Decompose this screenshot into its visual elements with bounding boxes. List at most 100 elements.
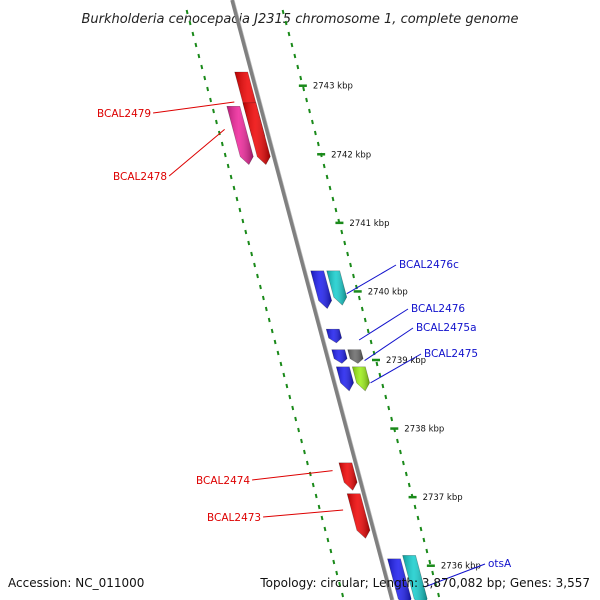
track-dot (308, 471, 312, 477)
gene-label-bcal2475a[interactable]: BCAL2475a (416, 322, 477, 334)
track-dot (293, 53, 297, 59)
track-dot (229, 174, 233, 180)
tick-label: 2738 kbp (404, 425, 444, 435)
gene-bcal2478b[interactable] (242, 102, 271, 166)
gene-label-bcal2475[interactable]: BCAL2475 (424, 348, 478, 360)
label-leader-line (153, 101, 235, 114)
track-dot (226, 163, 230, 169)
gene-arrow-shading (326, 270, 347, 306)
track-dot (425, 548, 429, 554)
track-dot (281, 9, 285, 15)
gene-bcal2475a[interactable] (331, 349, 348, 364)
track-dot (188, 20, 192, 26)
label-leader-line (424, 563, 486, 588)
track-dot (232, 185, 236, 191)
tick-label: 2741 kbp (349, 219, 389, 229)
track-dot (299, 75, 303, 81)
track-dot (363, 317, 367, 323)
track-dot (399, 449, 402, 455)
track-dot (215, 119, 218, 125)
track-dot (253, 262, 257, 268)
track-dot (305, 97, 309, 103)
track-dot (378, 372, 382, 378)
gene-arrow-shading (402, 555, 428, 600)
track-dot (341, 592, 345, 598)
label-leader-line (263, 509, 344, 518)
gene-bcal2475[interactable] (335, 366, 354, 392)
gene-bcal2476[interactable] (325, 328, 342, 344)
track-dot (349, 262, 353, 268)
track-dot (325, 174, 329, 180)
track-dot (291, 405, 295, 411)
track-dot (200, 64, 204, 70)
gene-label-bcal2476[interactable]: BCAL2476 (411, 303, 465, 315)
track-dot (209, 97, 213, 103)
gene-bcal2478[interactable] (226, 105, 254, 166)
track-dot (340, 229, 344, 235)
backbone-layer (230, 0, 395, 600)
track-dot (285, 383, 289, 389)
track-dot (284, 20, 288, 26)
track-dot (360, 306, 364, 312)
track-dot (256, 273, 259, 279)
gene-label-bcal2473[interactable]: BCAL2473 (207, 512, 261, 524)
track-dot (331, 196, 335, 202)
track-dot (220, 141, 224, 147)
track-dot (270, 328, 274, 334)
track-dot (206, 86, 210, 92)
gene-bcal2475-b[interactable] (351, 366, 370, 392)
track-dot (314, 493, 318, 499)
track-dot (335, 570, 339, 576)
label-leader-line (370, 353, 422, 384)
track-dot (267, 317, 271, 323)
track-dot (366, 328, 370, 334)
gene-bcal2474[interactable] (338, 462, 358, 491)
gene-bcal2476c-b[interactable] (326, 270, 348, 306)
gene-bcal2473[interactable] (346, 493, 371, 539)
track-dot (407, 482, 411, 488)
gene-arrow-shading (226, 106, 254, 165)
track-dot (322, 163, 326, 169)
track-dot (323, 526, 327, 532)
gene-label-bcal2474[interactable]: BCAL2474 (196, 475, 250, 487)
gene-arrow-shading (387, 558, 412, 600)
track-dot (338, 581, 342, 587)
gene-arrow-shading (326, 329, 342, 343)
gene-arrow-shading (310, 270, 332, 309)
track-dot (334, 207, 338, 213)
track-dot (197, 53, 201, 59)
track-dot (329, 548, 333, 554)
track-dot (343, 240, 347, 246)
gene-arrow-shading (242, 102, 271, 165)
track-dot (203, 75, 207, 81)
track-dot (387, 405, 391, 411)
track-dot (247, 240, 251, 246)
track-dot (308, 108, 311, 114)
gene-otsa[interactable] (387, 558, 412, 600)
gene-label-bcal2479[interactable]: BCAL2479 (97, 108, 151, 120)
track-dot (437, 592, 441, 598)
track-dot (428, 559, 432, 565)
track-dot (311, 482, 315, 488)
track-dot (300, 438, 303, 444)
track-dot (311, 119, 314, 125)
label-leader-line (358, 308, 409, 341)
track-dot (431, 570, 435, 576)
gene-label-bcal2476c[interactable]: BCAL2476c (399, 259, 459, 271)
track-dot (416, 515, 420, 521)
track-dot (290, 42, 294, 48)
gene-bcal2475a-b[interactable] (347, 349, 364, 364)
gene-label-bcal2478[interactable]: BCAL2478 (113, 171, 167, 183)
track-dot (296, 64, 300, 70)
track-dot (401, 460, 405, 466)
track-dot (357, 295, 361, 301)
gene-otsa-b[interactable] (402, 555, 428, 600)
track-dot (212, 108, 215, 114)
track-dot (241, 218, 245, 224)
gene-arrow-shading (338, 462, 358, 491)
gene-label-otsa[interactable]: otsA (488, 558, 512, 570)
tick-label: 2743 kbp (313, 82, 353, 92)
gene-bcal2476c[interactable] (310, 270, 332, 310)
track-dot (273, 339, 277, 345)
label-leader-line (364, 327, 414, 361)
